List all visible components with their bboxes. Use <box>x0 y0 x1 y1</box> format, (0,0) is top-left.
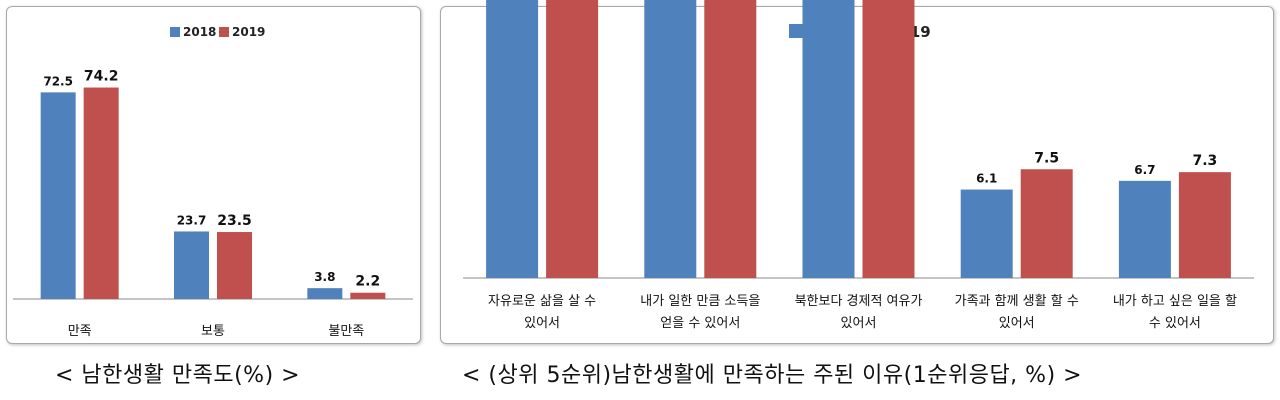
data-label-2018-3: 6.1 <box>976 172 997 186</box>
data-label-2018-0: 72.5 <box>43 74 73 88</box>
right-chart-panel: 2018201933.030.5자유로운 삶을 살 수있어서23.725.2내가… <box>440 0 1274 344</box>
bar-2018-1 <box>644 0 697 278</box>
category-label-4: 수 있어서 <box>1149 316 1201 331</box>
data-label-2019-1: 23.5 <box>217 213 252 229</box>
bar-2018-0 <box>486 0 539 278</box>
bar-2018-0 <box>40 92 76 299</box>
category-label-1: 내가 일한 만큼 소득을 <box>640 294 760 309</box>
category-label-1: 보통 <box>201 324 225 339</box>
bar-2019-4 <box>1178 172 1231 278</box>
bar-2018-2 <box>307 288 343 299</box>
left-chart-caption: < 남한생활 만족도(%) > <box>55 363 301 388</box>
data-label-2019-4: 7.3 <box>1192 153 1217 169</box>
category-label-3: 있어서 <box>999 316 1035 331</box>
category-label-0: 자유로운 삶을 살 수 <box>488 294 596 309</box>
legend-label-2018: 2018 <box>183 25 216 39</box>
legend-swatch-2019 <box>219 27 229 37</box>
bar-2019-2 <box>350 292 386 299</box>
bar-2019-3 <box>1020 169 1073 278</box>
data-label-2019-0: 74.2 <box>84 69 119 85</box>
satisfaction-chart: 2018 2019 72.5 74.2 만족 23.7 23.5 보통 3.8 2.2 불만족 <box>13 25 413 339</box>
right-chart-caption: < (상위 5순위)남한생활에 만족하는 주된 이유(1순위응답, %) > <box>462 363 1083 388</box>
category-label-0: 만족 <box>68 324 92 339</box>
category-label-2: 있어서 <box>841 316 877 331</box>
data-label-2019-3: 7.5 <box>1034 150 1059 166</box>
legend-swatch-2018 <box>170 27 180 37</box>
bar-2019-2 <box>862 0 915 278</box>
category-label-2: 불만족 <box>328 324 364 339</box>
data-label-2018-4: 6.7 <box>1134 163 1155 177</box>
category-label-3: 가족과 함께 생활 할 수 <box>955 294 1079 309</box>
data-label-2019-2: 2.2 <box>355 274 380 290</box>
legend-label-2019: 2019 <box>232 25 265 39</box>
data-label-2018-2: 3.8 <box>314 270 335 284</box>
category-label-4: 내가 하고 싶은 일을 할 <box>1113 294 1237 309</box>
category-label-0: 있어서 <box>524 316 560 331</box>
bar-2018-3 <box>960 189 1013 278</box>
category-label-1: 얻을 수 있어서 <box>660 316 740 331</box>
reasons-chart: 2018201933.030.5자유로운 삶을 살 수있어서23.725.2내가… <box>463 0 1254 331</box>
category-label-2: 북한보다 경제적 여유가 <box>795 294 923 309</box>
bar-2019-1 <box>217 232 252 299</box>
data-label-2018-1: 23.7 <box>177 213 207 227</box>
bar-2018-4 <box>1118 180 1171 278</box>
bar-2018-2 <box>802 0 855 278</box>
legend-swatch-2018 <box>789 24 803 38</box>
bar-2018-1 <box>174 231 209 299</box>
bar-2019-1 <box>704 0 757 278</box>
left-chart-panel: 2018 2019 72.5 74.2 만족 23.7 23.5 보통 3.8 2.2 불만족 <box>6 6 421 344</box>
bar-2019-0 <box>546 0 599 278</box>
bar-2019-0 <box>83 87 119 299</box>
